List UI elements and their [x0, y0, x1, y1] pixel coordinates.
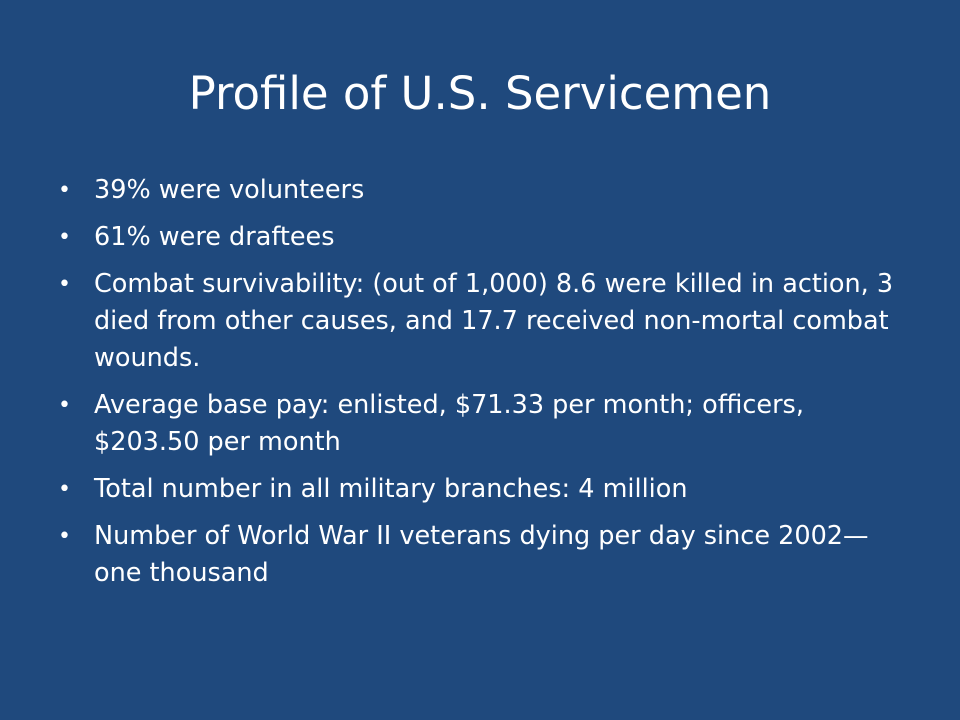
bullet-icon: •	[58, 272, 71, 297]
bullet-icon: •	[58, 225, 71, 250]
bullet-text: Number of World War II veterans dying pe…	[94, 521, 869, 588]
slide-title: Profile of U.S. Servicemen	[188, 67, 772, 120]
bullet-item: • Number of World War II veterans dying …	[58, 518, 910, 592]
bullet-icon: •	[58, 393, 71, 418]
bullet-text: Total number in all military branches: 4…	[94, 474, 688, 504]
bullet-text: 39% were volunteers	[94, 175, 365, 205]
bullet-item: • 39% were volunteers	[58, 172, 910, 209]
bullet-icon: •	[58, 477, 71, 502]
bullet-text: 61% were draftees	[94, 222, 335, 252]
bullet-text: Combat survivability: (out of 1,000) 8.6…	[94, 269, 894, 373]
bullet-item: • Combat survivability: (out of 1,000) 8…	[58, 266, 910, 377]
bullet-icon: •	[58, 178, 71, 203]
bullet-item: • Average base pay: enlisted, $71.33 per…	[58, 387, 910, 461]
bullet-item: • Total number in all military branches:…	[58, 471, 910, 508]
bullet-item: • 61% were draftees	[58, 219, 910, 256]
bullet-text: Average base pay: enlisted, $71.33 per m…	[94, 390, 804, 457]
bullet-icon: •	[58, 524, 71, 549]
bullet-list: • 39% were volunteers • 61% were draftee…	[58, 172, 910, 602]
